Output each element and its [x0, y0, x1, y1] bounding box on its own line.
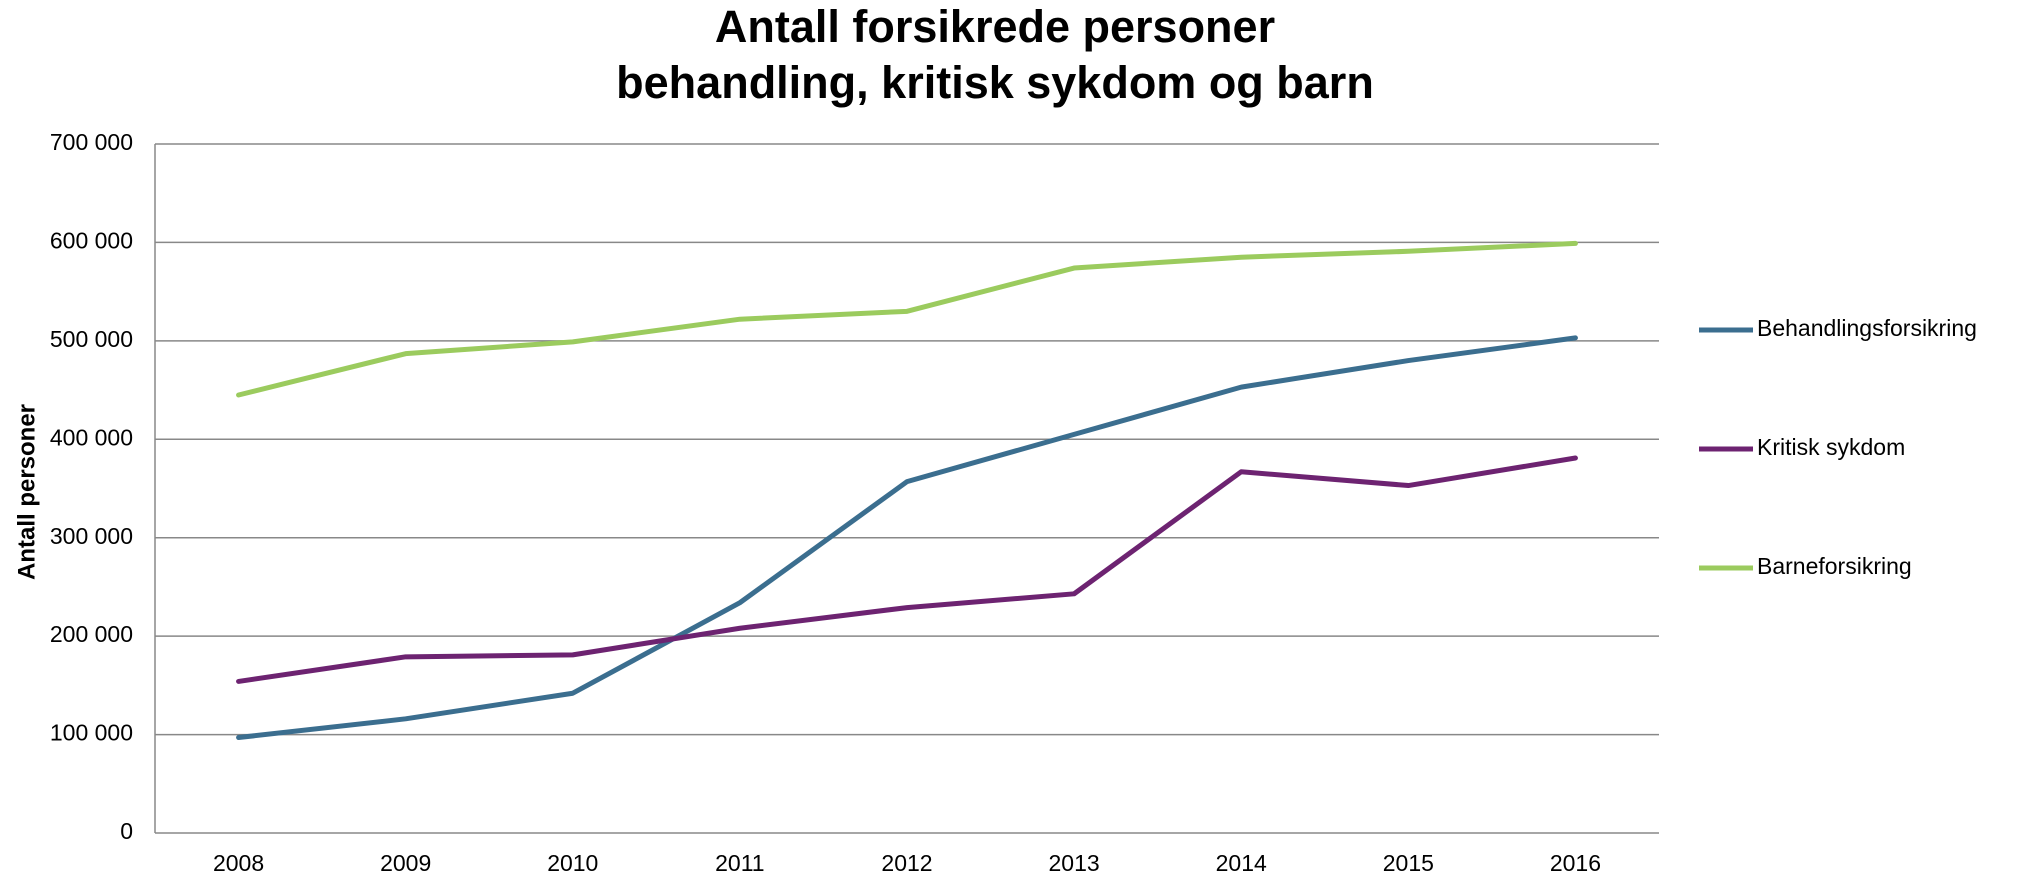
y-tick-label: 700 000 — [50, 129, 133, 155]
line-series — [236, 240, 1578, 398]
x-tick-label: 2009 — [380, 850, 431, 876]
y-tick-label: 100 000 — [50, 720, 133, 746]
x-tick-label: 2014 — [1216, 850, 1267, 876]
legend-label: Kritisk sykdom — [1757, 434, 1905, 460]
y-tick-label: 200 000 — [50, 621, 133, 647]
y-tick-label: 300 000 — [50, 523, 133, 549]
y-tick-label: 400 000 — [50, 424, 133, 450]
y-tick-label: 500 000 — [50, 326, 133, 352]
x-tick-label: 2010 — [547, 850, 598, 876]
x-tick-label: 2016 — [1550, 850, 1601, 876]
y-tick-label: 600 000 — [50, 228, 133, 254]
line-series — [236, 455, 1578, 684]
x-tick-label: 2012 — [881, 850, 932, 876]
legend-label: Behandlingsforsikring — [1757, 315, 1977, 341]
y-axis-label: Antall personer — [13, 404, 40, 580]
chart-title: behandling, kritisk sykdom og barn — [616, 57, 1374, 108]
y-tick-label: 0 — [120, 818, 133, 844]
x-tick-label: 2011 — [715, 850, 764, 876]
chart-title: Antall forsikrede personer — [715, 1, 1275, 52]
line-series — [236, 335, 1578, 741]
x-tick-label: 2013 — [1049, 850, 1100, 876]
x-tick-label: 2008 — [213, 850, 264, 876]
legend-label: Barneforsikring — [1757, 553, 1912, 579]
x-tick-label: 2015 — [1383, 850, 1434, 876]
